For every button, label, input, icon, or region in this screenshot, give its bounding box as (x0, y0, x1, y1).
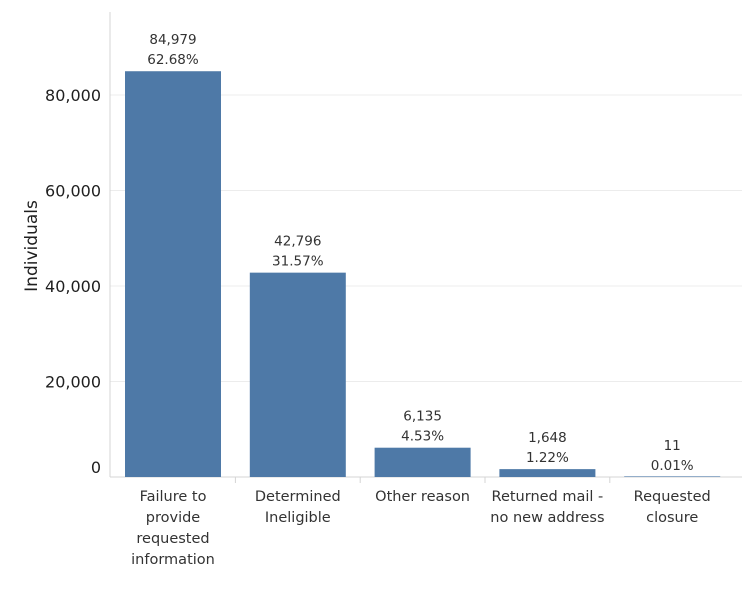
x-category-label-line: information (131, 552, 215, 568)
x-category-label: Failure to provide requested information (131, 489, 215, 568)
y-tick-label: 0 (91, 458, 101, 477)
x-category-label: Determined Ineligible (255, 489, 341, 526)
bar-value-label: 42,796 (274, 234, 321, 250)
category-labels: Failure to provide requested information Det… (131, 489, 711, 568)
bar-percent-label: 1.22% (526, 450, 569, 466)
bar-value-label: 6,135 (403, 409, 442, 425)
data-labels: 62.68% 84,979 31.57% 42,796 4.53% 6,135 1.22% 1… (147, 32, 694, 474)
bar[interactable] (374, 447, 471, 477)
x-category-label: Requested closure (634, 489, 711, 526)
bar[interactable] (624, 476, 721, 477)
x-category-label-line: closure (646, 510, 698, 526)
y-tick-label: 40,000 (45, 277, 101, 296)
x-category-label-line: requested (136, 531, 209, 547)
bar-percent-label: 0.01% (651, 458, 694, 474)
y-tick-label: 20,000 (45, 373, 101, 392)
bar-percent-label: 4.53% (401, 429, 444, 445)
bar-percent-label: 62.68% (147, 52, 199, 68)
bar[interactable] (499, 469, 596, 477)
x-category-label-line: Determined (255, 489, 341, 505)
x-category-label-line: Ineligible (265, 510, 331, 526)
bar[interactable] (125, 71, 221, 477)
x-category-label: Other reason (375, 489, 470, 505)
bar-value-label: 1,648 (528, 430, 567, 446)
bar[interactable] (249, 272, 346, 477)
y-axis-title: Individuals (22, 200, 42, 292)
x-category-label-line: Other reason (375, 489, 470, 505)
y-tick-label: 60,000 (45, 182, 101, 201)
bar-percent-label: 31.57% (272, 254, 324, 270)
y-tick-label: 80,000 (45, 86, 101, 105)
x-category-label: Returned mail - no new address (490, 489, 604, 526)
x-category-label-line: provide (146, 510, 201, 526)
x-category-label-line: Requested (634, 489, 711, 505)
x-category-label-line: no new address (490, 510, 604, 526)
x-category-label-line: Returned mail - (492, 489, 604, 505)
x-category-label-line: Failure to (140, 489, 207, 505)
bar-value-label: 11 (664, 438, 681, 454)
bars (125, 71, 721, 477)
bar-value-label: 84,979 (149, 32, 196, 48)
